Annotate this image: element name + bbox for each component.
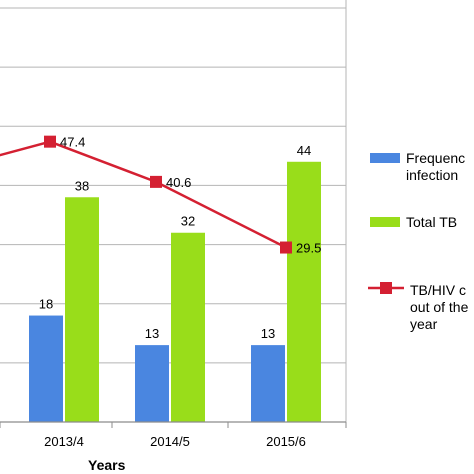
- legend-label: infection: [406, 167, 458, 183]
- bar-value-label: 44: [297, 143, 311, 158]
- bars: [29, 161, 321, 422]
- legend-swatch: [370, 217, 400, 227]
- bar: [135, 345, 169, 422]
- legend-label: Total TB: [406, 214, 457, 230]
- x-axis: 2013/4 2014/5 2015/6: [0, 421, 347, 449]
- line-value-label: 47.4: [60, 135, 85, 150]
- bar-value-label: 18: [39, 297, 53, 312]
- bar: [65, 197, 99, 422]
- bar-value-label: 38: [75, 178, 89, 193]
- bar-value-label: 13: [145, 326, 159, 341]
- legend-label: Frequenc: [406, 150, 465, 166]
- bar-value-label: 32: [181, 214, 195, 229]
- legend-label: year: [410, 316, 438, 332]
- bar-value-label: 13: [261, 326, 275, 341]
- bar: [287, 161, 321, 422]
- bar: [251, 345, 285, 422]
- bar: [171, 232, 205, 422]
- line-marker: [280, 241, 292, 254]
- legend-label: out of the: [410, 299, 469, 315]
- bar: [29, 315, 63, 422]
- line-value-label: 40.6: [166, 175, 191, 190]
- x-tick-label: 2013/4: [44, 434, 84, 449]
- x-tick-label: 2015/6: [266, 434, 306, 449]
- line-marker: [150, 175, 162, 188]
- x-axis-title: Years: [88, 457, 126, 473]
- line-marker: [44, 135, 56, 148]
- x-tick-label: 2014/5: [150, 434, 190, 449]
- line-series: [0, 135, 292, 254]
- line-path: [0, 140, 287, 249]
- legend-marker: [380, 282, 392, 294]
- legend-swatch: [370, 153, 400, 163]
- data-labels: 18 13 13 38 32 44 47.4 40.6 29.5: [39, 135, 322, 341]
- legend-label: TB/HIV c: [410, 282, 466, 298]
- line-value-label: 29.5: [296, 241, 321, 256]
